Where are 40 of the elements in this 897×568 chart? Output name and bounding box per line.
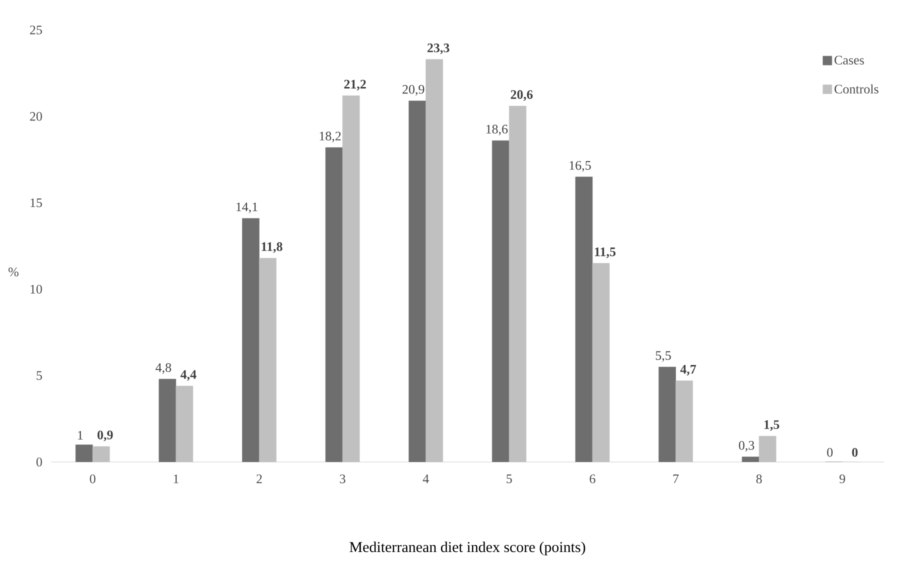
data-label: 20,6 — [510, 90, 533, 101]
data-label: 0,9 — [98, 430, 113, 442]
x-tick-label: 2 — [256, 474, 262, 484]
x-tick-label: 7 — [673, 474, 679, 484]
x-tick-label: 6 — [590, 474, 596, 484]
x-tick-label: 3 — [340, 474, 346, 484]
legend-label: Cases — [834, 56, 864, 65]
legend-label: Controls — [834, 84, 878, 94]
data-label: 14,1 — [236, 202, 258, 214]
data-label: 11,5 — [594, 247, 616, 258]
data-label: 1,5 — [764, 420, 780, 431]
data-label: 1 — [78, 430, 83, 440]
y-tick-label: 10 — [30, 284, 42, 294]
data-label: 18,2 — [320, 132, 341, 142]
data-label: 18,6 — [486, 124, 508, 136]
data-label: 5,5 — [656, 351, 671, 362]
x-tick-label: 1 — [174, 474, 178, 484]
x-tick-label: 5 — [506, 474, 512, 484]
data-label: 4,7 — [680, 365, 696, 376]
y-tick-label: 20 — [30, 112, 42, 121]
data-label: 0 — [852, 448, 858, 457]
x-axis-title: Mediterranean diet index score (points) — [350, 542, 586, 556]
data-label: 23,3 — [428, 44, 450, 54]
y-tick-label: 0 — [36, 458, 42, 466]
x-tick-label: 8 — [756, 474, 762, 484]
y-tick-label: 25 — [30, 26, 42, 34]
data-label: 0 — [827, 448, 833, 457]
x-tick-label: 9 — [840, 474, 846, 484]
data-label: 0,3 — [738, 440, 754, 452]
data-label: 4,4 — [180, 370, 196, 381]
data-label: 16,5 — [570, 161, 591, 172]
y-axis-title: % — [8, 268, 18, 276]
data-label: 21,2 — [344, 80, 366, 90]
data-label: 4,8 — [156, 363, 172, 374]
data-label: 11,8 — [262, 242, 282, 253]
x-tick-label: 0 — [90, 474, 96, 484]
data-label: 20,9 — [402, 85, 424, 96]
y-tick-label: 5 — [36, 371, 42, 380]
y-tick-label: 15 — [30, 198, 42, 208]
x-tick-label: 4 — [422, 474, 429, 484]
